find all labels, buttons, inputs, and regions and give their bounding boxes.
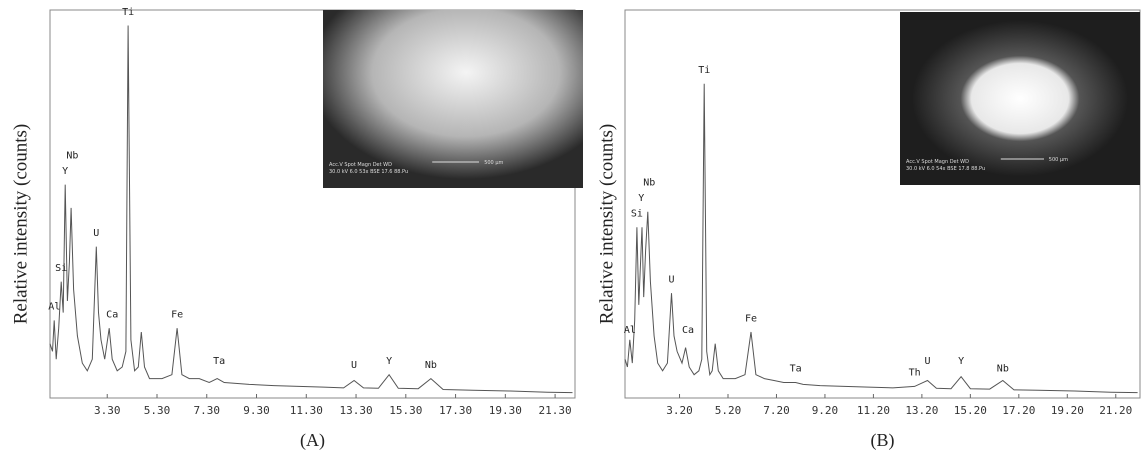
x-tick-label: 9.30 — [243, 404, 270, 417]
peak-label: Y — [638, 193, 644, 204]
x-tick-label: 3.20 — [666, 404, 693, 417]
y-axis-label: Relative intensity (counts) — [596, 124, 617, 325]
x-tick-label: 9.20 — [812, 404, 839, 417]
peak-label: Ti — [698, 65, 710, 76]
peak-label: Fe — [745, 313, 757, 324]
x-tick-label: 21.30 — [539, 404, 572, 417]
peak-label: U — [669, 274, 675, 285]
y-axis-label: Relative intensity (counts) — [10, 124, 31, 325]
peak-label: Si — [55, 263, 67, 274]
peak-label: Y — [958, 356, 964, 367]
sem-inset — [323, 10, 583, 188]
inset-caption: 500 μm — [484, 160, 503, 166]
x-tick-label: 5.20 — [715, 404, 742, 417]
peak-label: Th — [909, 368, 921, 379]
inset-caption: Acc.V Spot Magn Det WD — [906, 159, 969, 165]
panel-label: (A) — [300, 430, 325, 451]
inset-caption: 500 μm — [1049, 157, 1068, 163]
plot-frame — [624, 9, 1141, 399]
peak-label: Ta — [213, 356, 225, 367]
plot-frame — [49, 9, 576, 399]
peak-label: Ta — [790, 364, 802, 375]
peak-label: Y — [62, 166, 68, 177]
peak-label: Si — [631, 209, 643, 220]
peak-label: U — [924, 356, 930, 367]
x-tick-label: 17.20 — [1002, 404, 1035, 417]
x-tick-label: 7.30 — [194, 404, 221, 417]
x-tick-label: 3.30 — [94, 404, 121, 417]
sem-inset — [900, 12, 1140, 185]
peak-label: Y — [386, 356, 392, 367]
inset-caption: Acc.V Spot Magn Det WD — [329, 162, 392, 168]
peak-label: Fe — [171, 309, 183, 320]
inset-caption: 30.0 kV 6.0 54x BSE 17.8 88.Pu — [906, 166, 985, 172]
x-tick-label: 11.30 — [290, 404, 323, 417]
peak-label: Nb — [66, 150, 78, 161]
x-tick-label: 17.30 — [439, 404, 472, 417]
spectrum-line — [624, 83, 1138, 394]
peak-label: Nb — [643, 177, 655, 188]
peak-label: Ti — [122, 7, 134, 18]
x-tick-label: 15.30 — [389, 404, 422, 417]
peak-label: Ca — [106, 309, 118, 320]
panel-label: (B) — [871, 430, 895, 451]
x-tick-label: 7.20 — [763, 404, 790, 417]
x-tick-label: 19.30 — [489, 404, 522, 417]
inset-caption: 30.0 kV 6.0 53x BSE 17.6 88.Pu — [329, 169, 408, 175]
peak-label: Ca — [682, 325, 694, 336]
peak-label: U — [93, 228, 99, 239]
peak-label: Nb — [997, 364, 1009, 375]
peak-label: U — [351, 360, 357, 371]
x-tick-label: 11.20 — [857, 404, 890, 417]
x-tick-label: 13.30 — [339, 404, 372, 417]
x-tick-label: 21.20 — [1099, 404, 1132, 417]
x-tick-label: 15.20 — [954, 404, 987, 417]
peak-label: Al — [48, 302, 60, 313]
x-tick-label: 19.20 — [1051, 404, 1084, 417]
peak-label: Al — [624, 325, 636, 336]
spectrum-line — [49, 25, 573, 394]
x-tick-label: 13.20 — [905, 404, 938, 417]
peak-label: Nb — [425, 360, 437, 371]
x-tick-label: 5.30 — [144, 404, 171, 417]
